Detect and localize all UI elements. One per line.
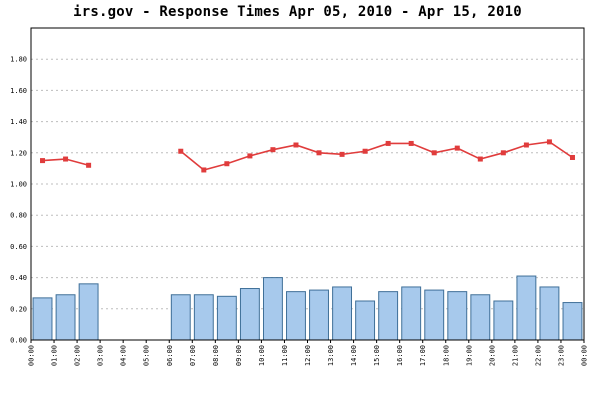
line-point bbox=[546, 139, 552, 145]
bar bbox=[539, 286, 560, 341]
x-tick-label: 07:00 bbox=[189, 345, 197, 366]
line-point bbox=[362, 148, 368, 154]
line-series bbox=[40, 139, 575, 173]
chart-title: irs.gov - Response Times Apr 05, 2010 - … bbox=[73, 4, 522, 20]
line-point bbox=[408, 140, 414, 146]
bar bbox=[170, 294, 191, 341]
line-point bbox=[270, 147, 276, 153]
bar bbox=[32, 297, 53, 341]
line-series-path bbox=[180, 141, 573, 171]
bar bbox=[262, 277, 283, 341]
bar bbox=[493, 300, 514, 341]
x-tick-label: 00:00 bbox=[28, 345, 36, 366]
line-point bbox=[224, 161, 230, 167]
bar bbox=[401, 286, 422, 341]
x-tick-label: 11:00 bbox=[281, 345, 289, 366]
x-tick-labels: 00:00 01:00 02:00 03:00 04:00 05:00 06:00 07:00… bbox=[28, 345, 589, 366]
x-tick-label: 03:00 bbox=[97, 345, 105, 366]
line-point bbox=[293, 142, 299, 148]
bar bbox=[332, 286, 353, 341]
x-tick-label: 18:00 bbox=[442, 345, 450, 366]
y-tick-label: 0.20 bbox=[10, 305, 27, 313]
line-point bbox=[477, 156, 483, 162]
x-tick-label: 02:00 bbox=[74, 345, 82, 366]
bar bbox=[239, 288, 260, 341]
y-tick-label: 0.80 bbox=[10, 212, 27, 220]
line-point bbox=[339, 151, 345, 157]
y-tick-label: 1.00 bbox=[10, 181, 27, 189]
x-tick-label: 12:00 bbox=[304, 345, 312, 366]
y-tick-label: 1.40 bbox=[10, 118, 27, 126]
bar bbox=[470, 294, 491, 341]
line-point bbox=[247, 153, 253, 159]
y-tick-label: 1.60 bbox=[10, 87, 27, 95]
bar bbox=[55, 294, 76, 341]
y-tick-label: 0.40 bbox=[10, 274, 27, 282]
bar bbox=[78, 283, 99, 341]
x-tick-label: 20:00 bbox=[488, 345, 496, 366]
y-tick-label: 1.20 bbox=[10, 149, 27, 157]
x-tick-label: 13:00 bbox=[327, 345, 335, 366]
grid-lines bbox=[31, 58, 584, 310]
x-tick-label: 09:00 bbox=[235, 345, 243, 366]
x-tick-label: 04:00 bbox=[120, 345, 128, 366]
x-tick-label: 01:00 bbox=[51, 345, 59, 366]
bar bbox=[216, 295, 237, 341]
line-point bbox=[86, 162, 92, 168]
y-tick-label: 1.80 bbox=[10, 56, 27, 64]
bar-series bbox=[32, 275, 583, 341]
x-tick-label: 16:00 bbox=[396, 345, 404, 366]
bar bbox=[378, 291, 399, 341]
bar bbox=[193, 294, 214, 341]
bar bbox=[447, 291, 468, 341]
bar bbox=[309, 289, 329, 341]
x-tick-label: 19:00 bbox=[465, 345, 473, 366]
bar bbox=[562, 302, 583, 341]
x-tick-label: 21:00 bbox=[511, 345, 519, 366]
x-tick-label: 08:00 bbox=[212, 345, 220, 366]
bar bbox=[516, 275, 537, 341]
line-point bbox=[454, 145, 460, 151]
x-tick-label: 14:00 bbox=[350, 345, 358, 366]
x-tick-label: 10:00 bbox=[258, 345, 266, 366]
x-tick-label: 22:00 bbox=[534, 345, 542, 366]
x-tick-label: 15:00 bbox=[373, 345, 381, 366]
x-tick-label: 00:00 bbox=[581, 345, 589, 366]
line-point bbox=[431, 150, 437, 156]
y-tick-label: 0.60 bbox=[10, 243, 27, 251]
line-point bbox=[201, 167, 207, 173]
bar bbox=[424, 289, 445, 341]
line-point bbox=[40, 158, 46, 164]
line-point bbox=[569, 154, 575, 160]
x-tick-label: 17:00 bbox=[419, 345, 427, 366]
y-tick-label: 0.00 bbox=[10, 337, 27, 345]
x-tick-label: 23:00 bbox=[557, 345, 565, 366]
line-point bbox=[500, 150, 506, 156]
axes bbox=[30, 27, 585, 343]
line-point bbox=[316, 150, 322, 156]
line-point bbox=[63, 156, 69, 162]
line-point bbox=[178, 148, 184, 154]
bar bbox=[286, 291, 306, 341]
bar bbox=[355, 300, 376, 341]
x-tick-label: 06:00 bbox=[166, 345, 174, 366]
x-tick-label: 05:00 bbox=[143, 345, 151, 366]
y-tick-labels: 0.00 0.20 0.40 0.60 0.80 1.00 1.20 1.40 1.60 1.80 bbox=[10, 56, 27, 345]
line-point bbox=[385, 140, 391, 146]
line-point bbox=[523, 142, 529, 148]
